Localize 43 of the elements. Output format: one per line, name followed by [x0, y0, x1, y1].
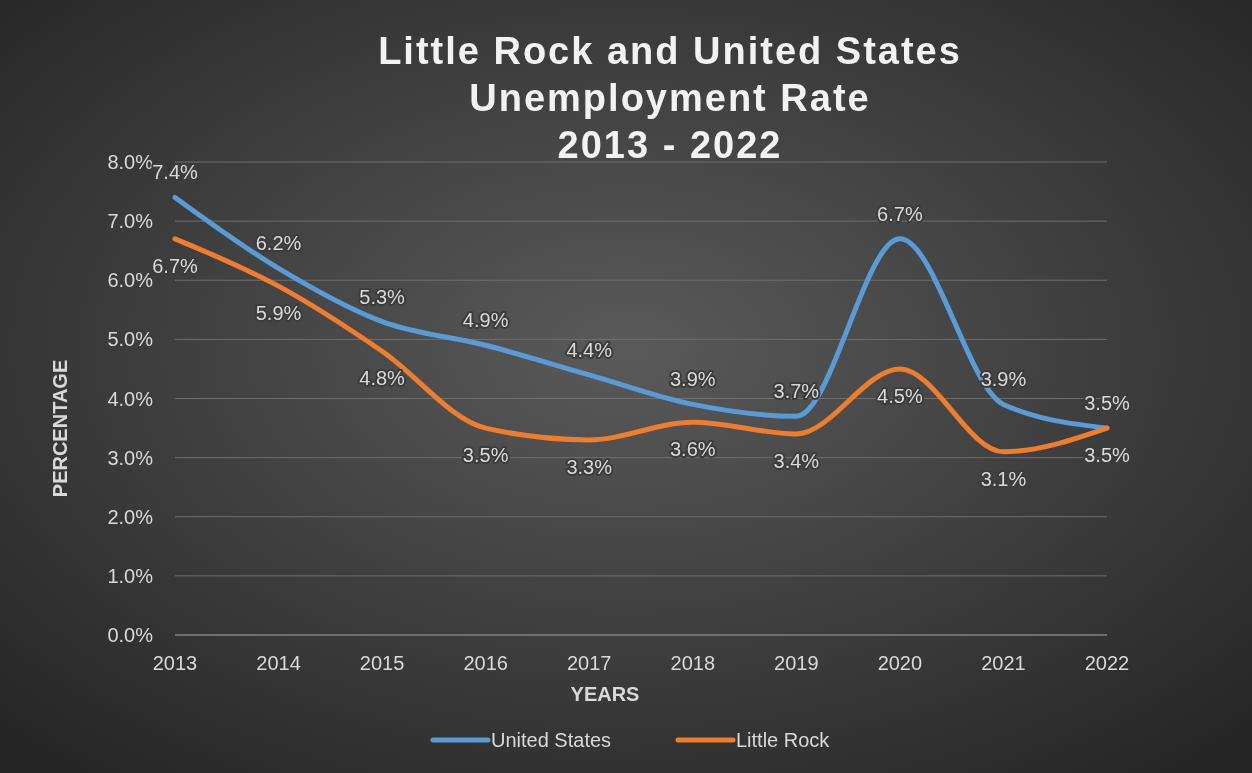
data-label: 7.4%	[152, 161, 199, 184]
data-label: 4.5%	[877, 384, 923, 407]
x-tick-label: 2021	[981, 652, 1026, 674]
x-tick-label: 2013	[152, 652, 198, 674]
data-label: 4.9%	[462, 309, 509, 332]
x-tick-label: 2018	[670, 652, 716, 674]
data-label: 3.6%	[669, 438, 716, 461]
y-tick-label: 1.0%	[107, 564, 154, 587]
data-label: 5.3%	[359, 285, 406, 308]
x-tick-label: 2015	[359, 652, 405, 674]
legend-label: Little Rock	[736, 729, 831, 751]
y-tick-label: 2.0%	[107, 505, 154, 528]
x-tick-label: 2020	[877, 652, 923, 674]
data-label: 4.4%	[566, 338, 613, 361]
y-axis-title: PERCENTAGE	[49, 359, 71, 498]
data-label: 6.7%	[877, 202, 923, 225]
x-tick-label: 2017	[566, 652, 612, 674]
data-label: 6.2%	[255, 232, 302, 255]
data-label: 3.5%	[462, 444, 509, 467]
data-label: 3.9%	[669, 368, 716, 391]
y-tick-label: 0.0%	[107, 624, 154, 646]
data-label: 3.5%	[1084, 444, 1131, 467]
x-tick-label: 2016	[463, 652, 508, 674]
y-tick-label: 5.0%	[107, 328, 154, 351]
y-tick-label: 8.0%	[107, 151, 154, 173]
data-label: 3.5%	[1084, 392, 1131, 415]
x-tick-label: 2019	[774, 652, 819, 674]
y-tick-label: 6.0%	[107, 269, 154, 292]
data-label: 5.9%	[255, 302, 302, 325]
data-label: 6.7%	[152, 254, 199, 277]
y-tick-label: 7.0%	[107, 210, 154, 233]
x-axis-title: YEARS	[570, 683, 640, 705]
chart-title: Little Rock and United States Unemployment Rate 2013 - 2022	[378, 30, 962, 166]
data-label: 3.3%	[566, 455, 613, 478]
data-label: 4.8%	[359, 367, 406, 390]
y-tick-label: 3.0%	[107, 446, 154, 469]
data-label: 3.1%	[980, 467, 1027, 490]
data-label: 3.7%	[773, 380, 820, 403]
x-tick-label: 2022	[1084, 652, 1130, 674]
x-tick-label: 2014	[256, 652, 301, 674]
legend-label: United States	[491, 729, 612, 751]
y-tick-label: 4.0%	[107, 387, 154, 410]
data-label: 3.4%	[773, 449, 820, 472]
